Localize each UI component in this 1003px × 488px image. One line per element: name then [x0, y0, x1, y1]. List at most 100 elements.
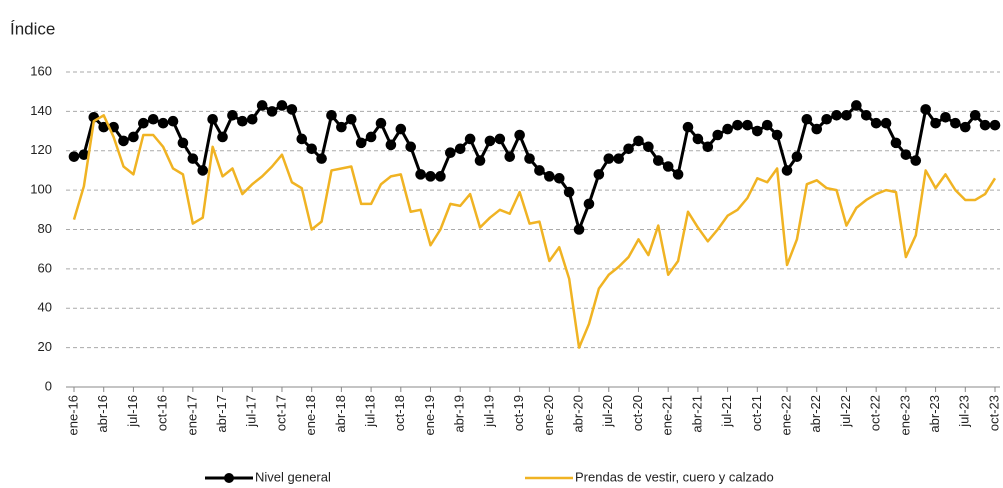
marker — [355, 137, 367, 149]
x-tick-label: abr-16 — [95, 395, 110, 433]
marker — [157, 117, 169, 129]
x-tick-label: jul-22 — [838, 395, 853, 428]
marker — [692, 133, 704, 145]
marker — [662, 161, 674, 172]
marker — [227, 110, 238, 121]
marker — [316, 153, 327, 164]
y-axis-label: Índice — [10, 19, 55, 38]
marker — [514, 129, 525, 141]
marker — [682, 121, 694, 133]
marker — [217, 131, 228, 143]
marker — [484, 135, 496, 147]
x-tick-label: ene-17 — [184, 395, 199, 435]
marker — [306, 143, 317, 155]
x-tick-label: ene-22 — [778, 395, 793, 435]
marker — [959, 121, 971, 133]
marker — [246, 113, 258, 125]
x-tick-label: abr-17 — [214, 395, 229, 433]
x-tick-label: ene-18 — [303, 395, 318, 435]
marker — [623, 143, 634, 155]
marker — [652, 155, 664, 166]
x-tick-label: oct-17 — [273, 395, 288, 431]
marker — [405, 141, 417, 153]
marker — [425, 171, 436, 182]
marker — [633, 135, 644, 147]
x-tick-label: abr-22 — [808, 395, 823, 433]
marker — [603, 153, 615, 164]
marker — [742, 119, 753, 131]
marker — [474, 155, 486, 166]
marker — [573, 224, 585, 235]
marker — [940, 111, 951, 123]
x-tick-label: jul-20 — [600, 395, 615, 428]
marker — [851, 100, 862, 111]
marker — [78, 149, 90, 160]
marker — [989, 119, 1001, 131]
marker — [979, 119, 991, 131]
marker — [128, 131, 139, 143]
marker — [296, 133, 308, 145]
marker — [831, 110, 842, 121]
marker — [237, 115, 248, 127]
x-tick-label: oct-23 — [986, 395, 1001, 431]
marker — [197, 165, 209, 176]
marker — [553, 173, 565, 184]
marker — [494, 133, 506, 145]
marker — [771, 129, 783, 141]
marker — [266, 106, 278, 117]
marker — [969, 110, 981, 121]
marker — [365, 131, 377, 143]
marker — [464, 133, 476, 145]
x-tick-label: ene-21 — [660, 395, 675, 435]
marker — [435, 171, 446, 182]
marker — [791, 151, 803, 162]
marker — [256, 100, 268, 111]
marker — [841, 110, 852, 121]
marker — [207, 113, 218, 125]
marker — [336, 121, 347, 133]
marker — [920, 104, 931, 115]
x-tick-label: ene-23 — [897, 395, 912, 435]
marker — [276, 100, 288, 111]
marker — [395, 123, 407, 135]
legend-marker — [224, 473, 234, 483]
y-tick-label: 100 — [30, 182, 52, 197]
x-tick-label: jul-19 — [481, 395, 496, 428]
y-tick-label: 140 — [30, 103, 52, 118]
marker — [187, 153, 199, 164]
x-tick-label: ene-19 — [422, 395, 437, 435]
y-tick-label: 120 — [30, 142, 52, 157]
x-tick-label: ene-16 — [65, 395, 80, 435]
y-tick-label: 20 — [38, 339, 52, 354]
marker — [732, 119, 743, 131]
marker — [761, 119, 773, 131]
marker — [643, 141, 654, 153]
y-tick-label: 0 — [45, 378, 52, 393]
marker — [524, 153, 535, 164]
marker — [286, 104, 298, 115]
y-tick-label: 60 — [38, 260, 52, 275]
x-tick-label: oct-20 — [630, 395, 645, 431]
marker — [801, 113, 813, 125]
marker — [454, 143, 466, 155]
marker — [177, 137, 189, 149]
x-tick-label: abr-20 — [571, 395, 586, 433]
x-tick-label: jul-17 — [244, 395, 259, 428]
marker — [702, 141, 714, 153]
x-tick-label: jul-16 — [125, 395, 140, 428]
marker — [712, 129, 724, 141]
marker — [821, 113, 832, 125]
marker — [118, 135, 129, 147]
marker — [375, 117, 387, 129]
marker — [167, 115, 179, 127]
x-tick-label: abr-19 — [452, 395, 467, 433]
marker — [68, 151, 80, 162]
marker — [752, 125, 763, 137]
x-tick-label: abr-21 — [689, 395, 704, 433]
marker — [415, 169, 426, 180]
x-tick-label: jul-18 — [363, 395, 378, 428]
marker — [950, 117, 961, 129]
y-tick-label: 160 — [30, 63, 52, 78]
x-tick-label: oct-18 — [392, 395, 407, 431]
